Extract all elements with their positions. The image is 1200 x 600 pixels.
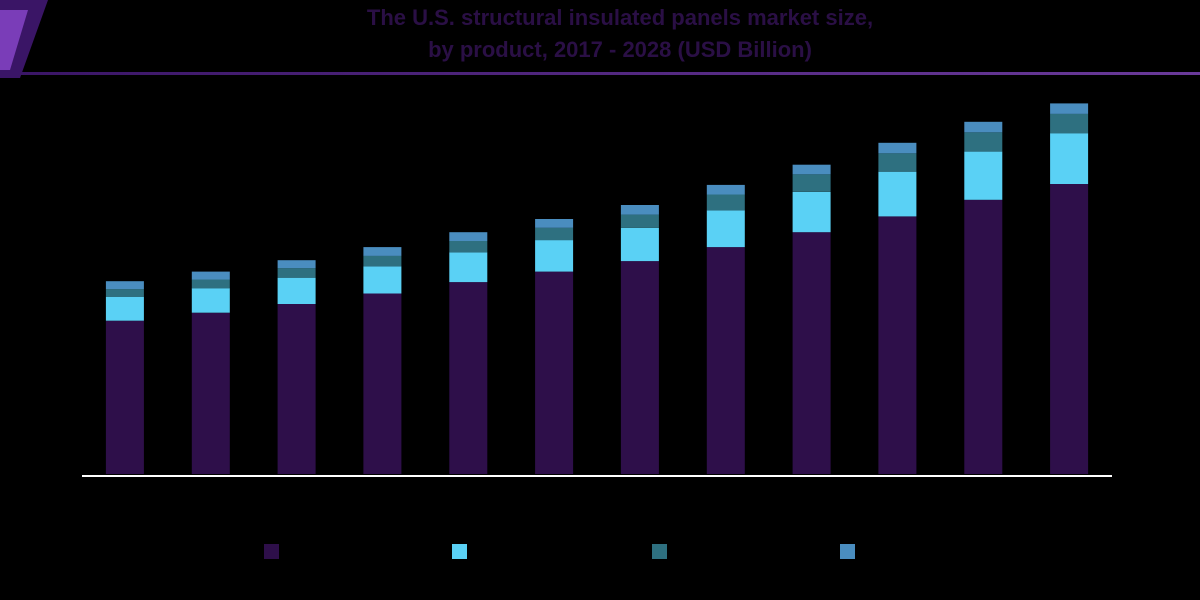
bar-segment-2-series-1 (191, 312, 230, 474)
bar-segment-4-series-2 (363, 266, 402, 294)
bar-segment-5-series-2 (449, 252, 488, 283)
bar-segment-7-series-1 (620, 261, 659, 474)
bar-segment-10-series-2 (878, 171, 917, 217)
legend-swatch-series-4 (840, 544, 855, 559)
bar-segment-7-series-4 (620, 205, 659, 215)
legend (264, 544, 855, 559)
bar-segment-8-series-4 (706, 184, 745, 195)
bar-segment-6-series-3 (535, 227, 574, 241)
bar-segment-4-series-4 (363, 247, 402, 256)
bar-segment-7-series-3 (620, 214, 659, 228)
bar-segment-9-series-4 (792, 164, 831, 175)
bar-segment-10-series-3 (878, 153, 917, 172)
legend-swatch-series-2 (452, 544, 467, 559)
bar-segment-10-series-1 (878, 216, 917, 474)
bar-segment-5-series-4 (449, 232, 488, 241)
chart-title: The U.S. structural insulated panels mar… (200, 2, 1040, 66)
bar-segment-3-series-3 (277, 268, 316, 278)
bar-segment-1-series-4 (105, 281, 144, 290)
bar-segment-4-series-3 (363, 255, 402, 267)
bar-segment-11-series-4 (964, 121, 1003, 133)
bar-segment-1-series-2 (105, 297, 144, 321)
bar-segment-1-series-3 (105, 289, 144, 297)
chart-title-line-1: The U.S. structural insulated panels mar… (366, 5, 874, 30)
bar-segment-3-series-4 (277, 260, 316, 269)
header-accent-shape (0, 0, 48, 78)
bar-segment-10-series-4 (878, 142, 917, 154)
bars-layer (105, 103, 1089, 475)
bar-segment-12-series-2 (1050, 133, 1089, 184)
legend-swatch-series-3 (652, 544, 667, 559)
bar-segment-12-series-4 (1050, 103, 1089, 114)
bar-segment-1-series-1 (105, 320, 144, 474)
bar-segment-6-series-2 (535, 240, 574, 272)
bar-segment-5-series-3 (449, 240, 488, 253)
bar-segment-6-series-1 (535, 271, 574, 474)
chart-title-line-2: by product, 2017 - 2028 (USD Billion) (428, 37, 812, 62)
bar-segment-8-series-1 (706, 247, 745, 474)
bar-segment-2-series-4 (191, 271, 230, 280)
legend-swatch-series-1 (264, 544, 279, 559)
bar-segment-12-series-1 (1050, 184, 1089, 474)
bar-segment-3-series-1 (277, 304, 316, 474)
bar-segment-3-series-2 (277, 277, 316, 304)
bar-segment-2-series-3 (191, 279, 230, 289)
bar-segment-9-series-3 (792, 174, 831, 192)
bar-segment-11-series-3 (964, 132, 1003, 152)
bar-segment-12-series-3 (1050, 113, 1089, 134)
bar-segment-8-series-3 (706, 194, 745, 211)
bar-segment-9-series-2 (792, 191, 831, 233)
bar-segment-7-series-2 (620, 227, 659, 262)
bar-segment-2-series-2 (191, 288, 230, 313)
bar-segment-4-series-1 (363, 293, 402, 474)
bar-segment-11-series-2 (964, 151, 1003, 200)
bar-segment-8-series-2 (706, 210, 745, 248)
bar-segment-5-series-1 (449, 282, 488, 474)
bar-segment-11-series-1 (964, 199, 1003, 475)
bar-segment-6-series-4 (535, 219, 574, 228)
header-divider-line (10, 72, 1200, 75)
bar-segment-9-series-1 (792, 232, 831, 474)
